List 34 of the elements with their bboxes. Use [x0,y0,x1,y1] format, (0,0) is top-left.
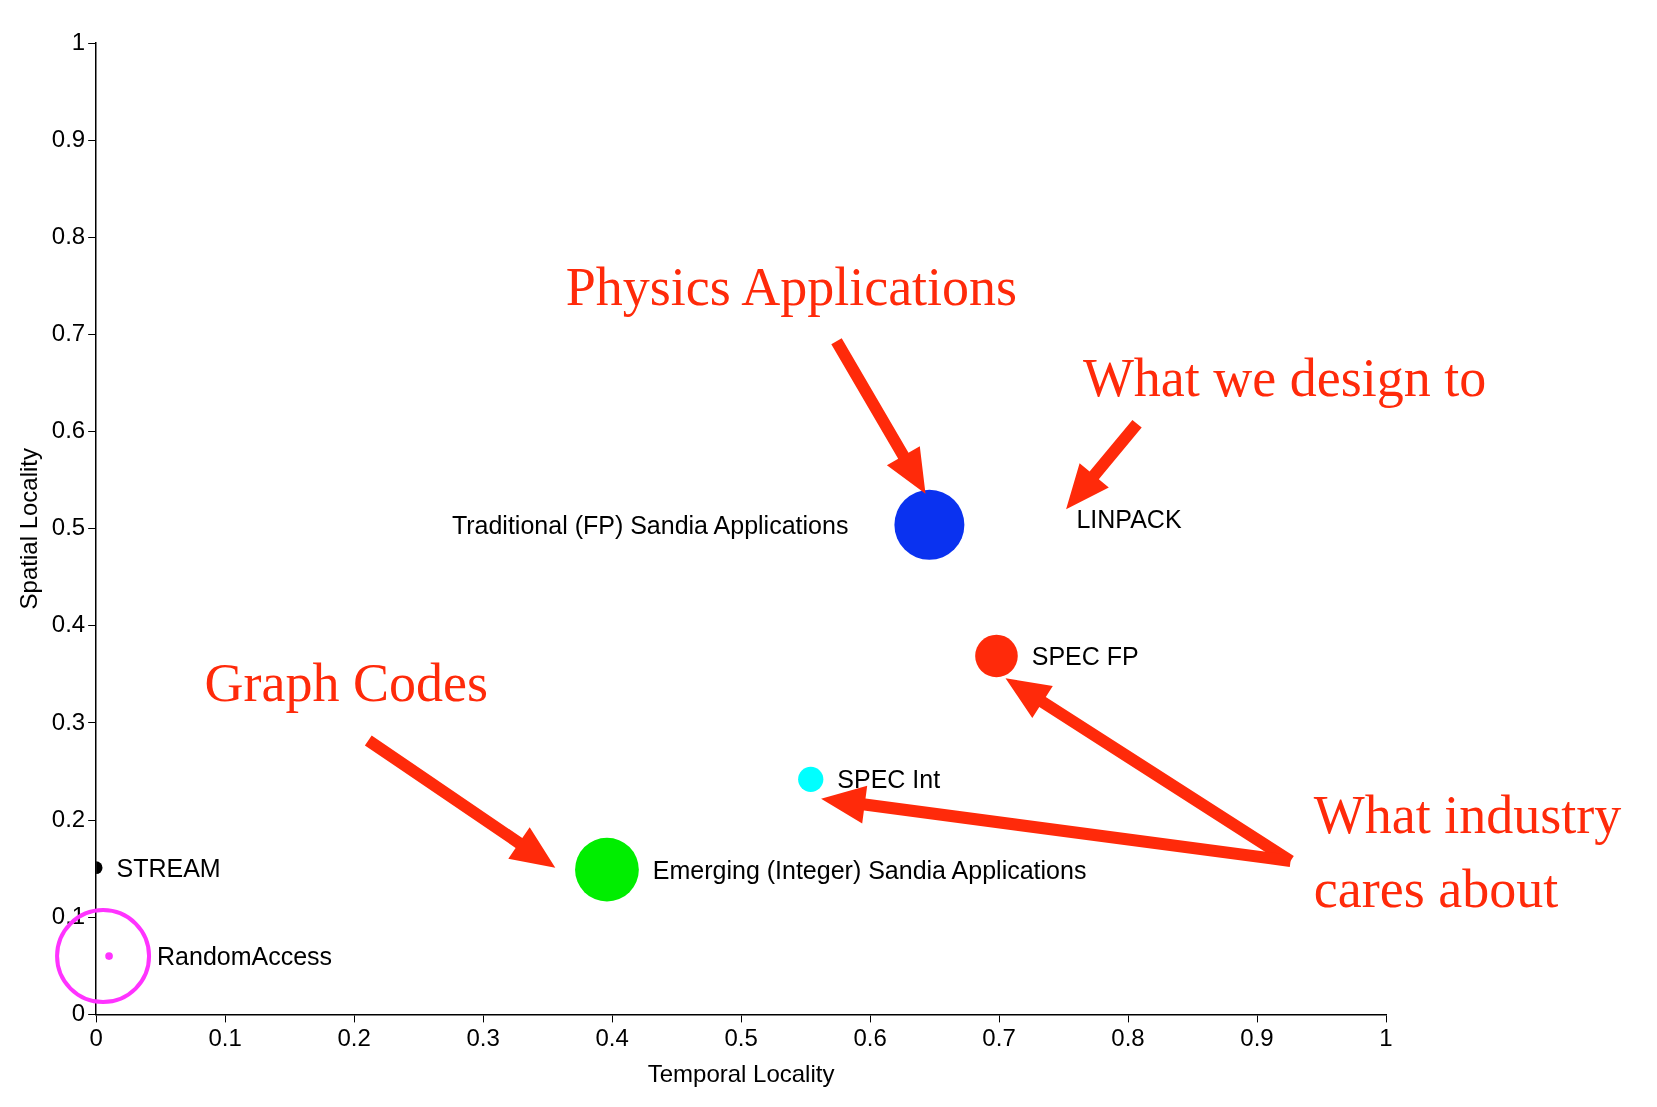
annotation: What industry cares about [1313,785,1622,920]
y-tick-label: 0.7 [51,319,86,347]
x-tick-label: 0.8 [1111,1024,1145,1052]
y-tick-label: 0.9 [51,124,86,152]
series-label: SPEC FP [1031,641,1139,670]
annotation: Physics Applications [565,256,1018,317]
x-tick-label: 1 [1379,1024,1393,1052]
y-tick-label: 0.6 [51,416,86,444]
x-tick-label: 0.9 [1240,1024,1274,1052]
series-label: STREAM [116,853,221,882]
y-tick-label: 0.8 [51,221,86,249]
annotation: What we design to [1082,348,1487,409]
y-tick-label: 0.3 [51,707,86,735]
x-tick-label: 0.6 [853,1024,887,1052]
x-tick-label: 0.4 [595,1024,629,1052]
x-tick-label: 0.3 [466,1024,500,1052]
x-tick-label: 0.5 [724,1024,758,1052]
y-tick-label: 0.5 [51,513,86,541]
y-tick-label: 0.2 [51,804,86,832]
series-label: RandomAccess [157,942,333,971]
series-label: SPEC Int [837,765,941,794]
x-tick-label: 0 [89,1024,103,1052]
series-label: Emerging (Integer) Sandia Applications [652,855,1087,884]
x-axis-title: Temporal Locality [647,1060,835,1088]
y-tick-label: 0 [71,999,86,1027]
x-tick-label: 0.2 [337,1024,371,1052]
x-tick-label: 0.1 [208,1024,242,1052]
y-axis-title: Spatial Locality [15,447,43,610]
annotation: Graph Codes [204,653,488,714]
series-label: Traditional (FP) Sandia Applications [451,510,849,539]
y-tick-label: 0.4 [51,610,86,638]
annotation: LINPACK [1076,504,1182,533]
y-tick-label: 1 [71,27,86,55]
x-tick-label: 0.7 [982,1024,1016,1052]
